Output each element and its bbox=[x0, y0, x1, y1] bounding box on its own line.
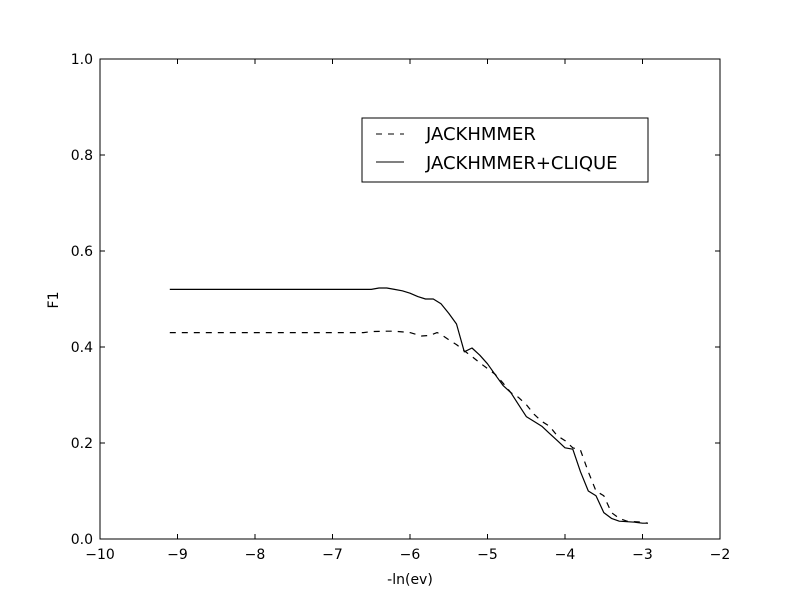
x-tick-label: −4 bbox=[555, 547, 576, 563]
x-tick-label: −5 bbox=[477, 547, 498, 563]
y-tick-label: 0.8 bbox=[71, 148, 93, 164]
x-tick-label: −3 bbox=[632, 547, 653, 563]
x-tick-label: −6 bbox=[400, 547, 421, 563]
x-axis-label: -ln(ev) bbox=[387, 572, 433, 588]
x-tick-label: −10 bbox=[85, 547, 115, 563]
legend: JACKHMMER JACKHMMER+CLIQUE bbox=[361, 117, 649, 183]
y-axis-ticks: 0.0 0.2 0.4 0.6 0.8 1.0 bbox=[71, 52, 720, 548]
legend-box bbox=[361, 117, 649, 183]
series-lines bbox=[169, 287, 649, 524]
series-line-jackhmmer-clique bbox=[169, 287, 648, 524]
x-tick-label: −7 bbox=[322, 547, 343, 563]
y-tick-label: 0.6 bbox=[71, 244, 93, 260]
y-tick-label: 1.0 bbox=[71, 52, 93, 68]
x-tick-label: −9 bbox=[167, 547, 188, 563]
legend-label-jackhmmer-clique: JACKHMMER+CLIQUE bbox=[425, 153, 618, 174]
x-tick-label: −2 bbox=[710, 547, 731, 563]
y-axis-label: F1 bbox=[46, 292, 62, 309]
y-tick-label: 0.4 bbox=[71, 340, 93, 356]
x-tick-label: −8 bbox=[245, 547, 266, 563]
x-axis-ticks: −10 −9 −8 −7 −6 −5 −4 −3 −2 bbox=[85, 59, 730, 563]
series-line-jackhmmer bbox=[169, 330, 649, 524]
legend-label-jackhmmer: JACKHMMER bbox=[425, 124, 536, 145]
y-tick-label: 0.2 bbox=[71, 436, 93, 452]
y-tick-label: 0.0 bbox=[71, 532, 93, 548]
